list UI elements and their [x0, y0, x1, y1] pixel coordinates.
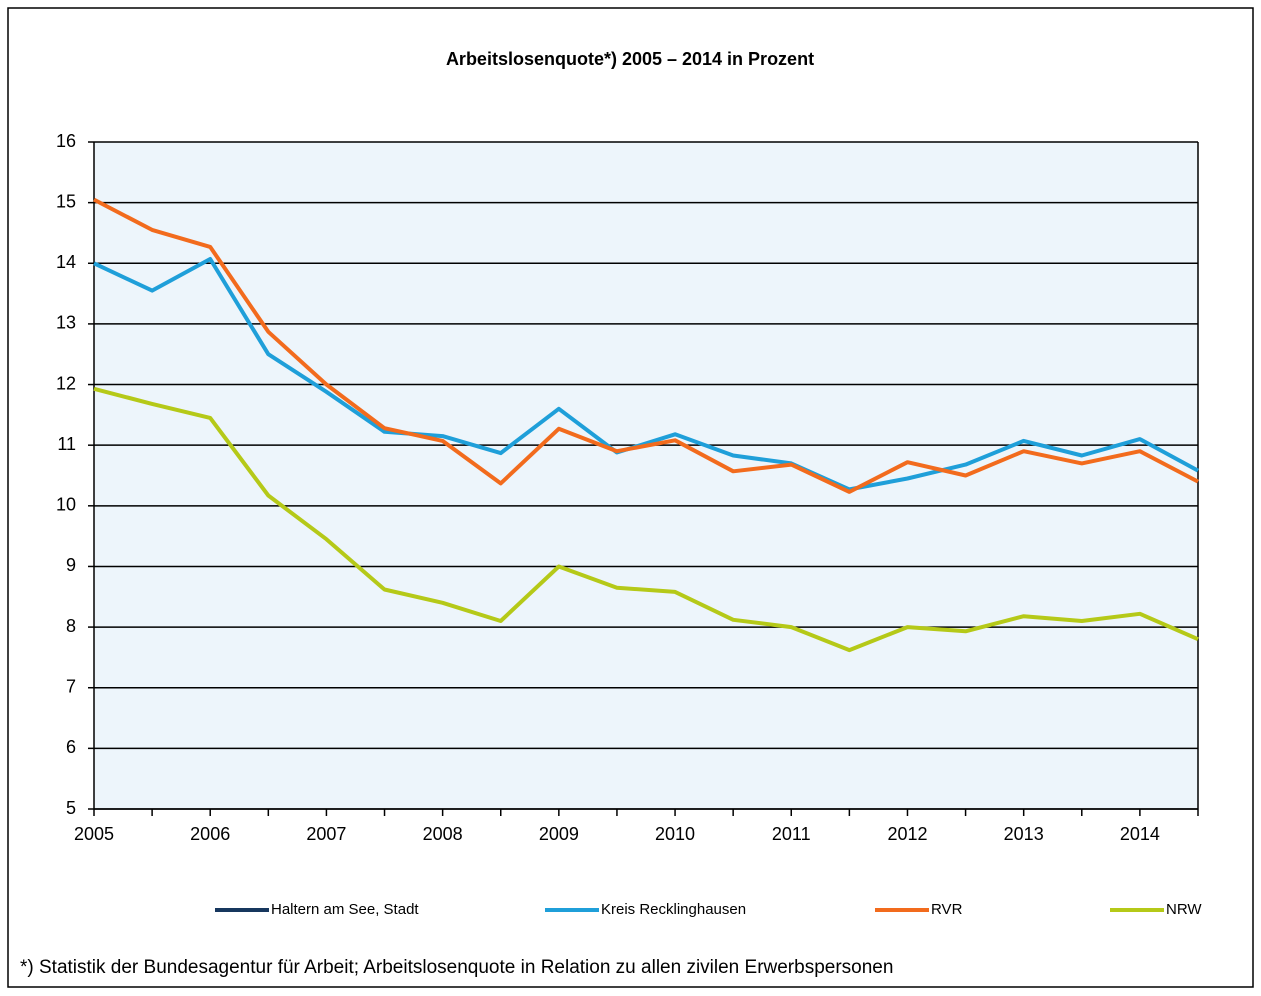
x-tick-label: 2009	[539, 824, 579, 844]
legend-label: RVR	[931, 901, 963, 918]
footnote: *) Statistik der Bundesagentur für Arbei…	[20, 957, 893, 978]
y-tick-label: 11	[57, 434, 76, 454]
x-tick-label: 2007	[306, 824, 346, 844]
x-tick-label: 2010	[655, 824, 695, 844]
y-tick-label: 8	[66, 616, 76, 636]
y-tick-label: 5	[66, 798, 76, 818]
legend-label: Haltern am See, Stadt	[271, 901, 419, 918]
series-line	[93, 197, 1199, 494]
series-line	[93, 257, 1199, 492]
x-tick-label: 2011	[772, 824, 811, 844]
x-tick-label: 2008	[423, 824, 463, 844]
y-tick-label: 16	[56, 131, 76, 151]
chart-title: Arbeitslosenquote*) 2005 – 2014 in Proze…	[446, 49, 814, 69]
y-tick-label: 6	[66, 737, 76, 757]
legend-label: Kreis Recklinghausen	[601, 901, 746, 918]
y-tick-label: 13	[56, 313, 76, 333]
y-tick-label: 15	[56, 191, 76, 211]
plot-area	[94, 142, 1198, 809]
x-tick-label: 2014	[1120, 824, 1160, 844]
x-tick-label: 2006	[190, 824, 230, 844]
y-tick-label: 12	[56, 373, 76, 393]
y-tick-label: 7	[66, 676, 76, 696]
x-tick-label: 2012	[887, 824, 927, 844]
x-tick-label: 2013	[1004, 824, 1044, 844]
series-line	[93, 386, 1199, 653]
y-tick-label: 14	[56, 252, 76, 272]
y-tick-label: 9	[66, 555, 76, 575]
x-tick-label: 2005	[74, 824, 114, 844]
legend-label: NRW	[1166, 901, 1202, 918]
y-tick-label: 10	[56, 495, 76, 515]
